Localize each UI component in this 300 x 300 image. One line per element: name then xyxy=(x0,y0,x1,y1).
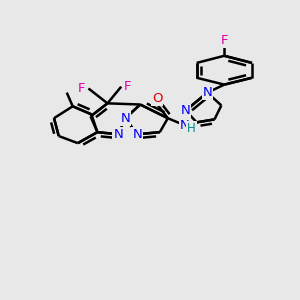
Text: N: N xyxy=(113,128,123,141)
Text: N: N xyxy=(132,128,142,141)
Text: N: N xyxy=(180,119,190,132)
Text: O: O xyxy=(152,92,162,105)
Text: N: N xyxy=(181,104,190,117)
Text: F: F xyxy=(220,34,228,47)
Text: N: N xyxy=(121,112,130,125)
Text: H: H xyxy=(187,122,196,135)
Text: N: N xyxy=(202,86,212,99)
Text: F: F xyxy=(78,82,86,95)
Text: F: F xyxy=(124,80,131,93)
